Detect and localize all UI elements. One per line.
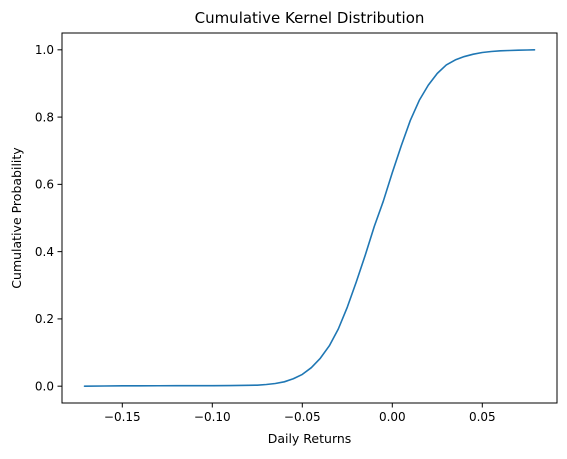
y-tick-label: 0.0	[35, 379, 54, 393]
cdf-line	[83, 49, 536, 387]
x-tick-label: −0.05	[284, 410, 321, 424]
plot-frame	[61, 32, 558, 404]
x-tick-label: −0.15	[104, 410, 141, 424]
x-axis-ticks: −0.15 −0.10 −0.05 0.00 0.05	[104, 403, 496, 424]
x-tick-label: 0.05	[469, 410, 496, 424]
y-tick-label: 0.4	[35, 245, 54, 259]
y-tick-label: 0.8	[35, 110, 54, 124]
chart-title: Cumulative Kernel Distribution	[195, 9, 425, 27]
y-tick-label: 1.0	[35, 43, 54, 57]
y-tick-label: 0.6	[35, 178, 54, 192]
series-layer	[83, 49, 536, 387]
y-axis-ticks: 0.0 0.2 0.4 0.6 0.8 1.0	[35, 43, 62, 393]
x-tick-label: 0.00	[379, 410, 406, 424]
x-axis-label: Daily Returns	[268, 431, 352, 446]
y-tick-label: 0.2	[35, 312, 54, 326]
y-axis-label: Cumulative Probability	[9, 147, 24, 289]
x-tick-label: −0.10	[194, 410, 231, 424]
